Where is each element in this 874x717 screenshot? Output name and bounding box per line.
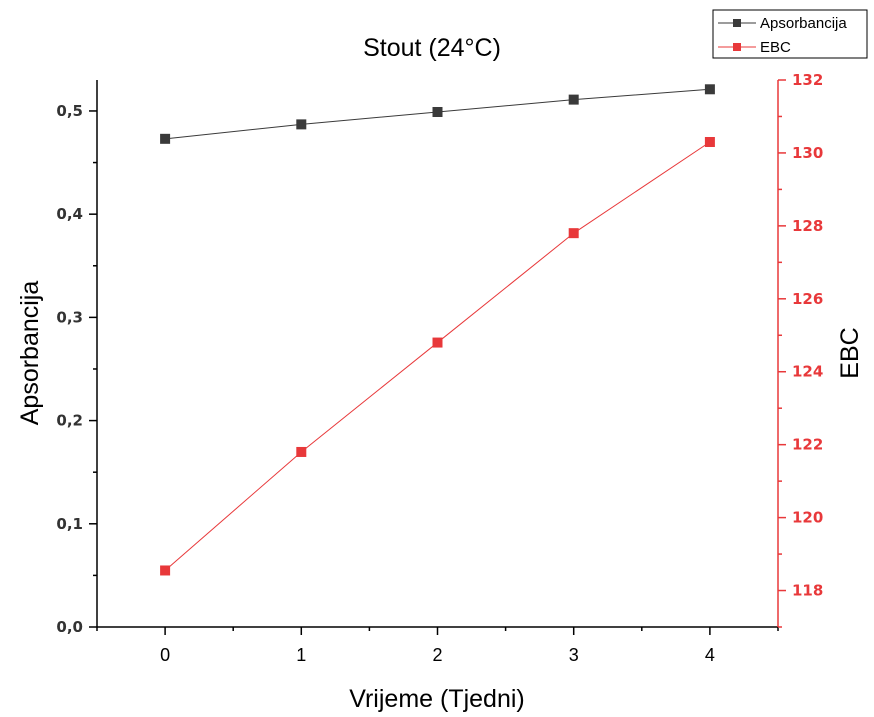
- plot-area: [96, 80, 779, 628]
- y-tick-label: 0,3: [56, 308, 83, 326]
- series-line-1: [164, 141, 711, 571]
- legend-swatch-marker: [733, 19, 741, 27]
- y2-tick-label: 120: [792, 509, 823, 527]
- x-tick-label: 0: [160, 645, 170, 665]
- y2-tick-label: 126: [792, 290, 823, 308]
- data-point: [160, 565, 171, 576]
- y-tick-label: 0,1: [56, 515, 83, 533]
- data-point: [568, 228, 579, 239]
- y2-tick-label: 118: [792, 582, 823, 600]
- y2-tick-label: 124: [792, 363, 823, 381]
- legend-item-ebc: EBC: [718, 39, 791, 56]
- y2-tick-label: 122: [792, 436, 823, 454]
- y2-tick-label: 132: [792, 71, 823, 89]
- y2-tick-label: 128: [792, 217, 823, 235]
- x-tick-label: 4: [705, 645, 715, 665]
- ticks-layer: 0 1 2 3 4 0,0 0,1 0,2 0,3 0,4 0,5 118 120 122 124 126 12…: [56, 71, 823, 665]
- y-tick-label: 0,4: [56, 205, 83, 223]
- y-tick-label: 0,0: [56, 618, 83, 636]
- data-point: [432, 106, 443, 117]
- data-point: [296, 446, 307, 457]
- chart-title: Stout (24°C): [363, 34, 501, 62]
- legend: Apsorbancija EBC: [712, 9, 868, 59]
- y-tick-label: 0,2: [56, 412, 83, 430]
- data-point: [704, 136, 715, 147]
- y-axis-label: Apsorbancija: [16, 281, 44, 426]
- legend-item-apsorbancija: Apsorbancija: [718, 15, 847, 32]
- data-point: [432, 337, 443, 348]
- x-tick-label: 3: [569, 645, 579, 665]
- x-tick-label: 1: [296, 645, 306, 665]
- legend-swatch-marker: [733, 43, 741, 51]
- legend-label-ebc: EBC: [760, 39, 791, 56]
- data-point: [160, 133, 171, 144]
- y2-axis-label: EBC: [836, 327, 864, 378]
- data-point: [296, 119, 307, 130]
- data-point: [704, 84, 715, 95]
- series-layer: [160, 84, 715, 576]
- legend-label-apsorbancija: Apsorbancija: [760, 15, 847, 32]
- x-tick-label: 2: [432, 645, 442, 665]
- data-point: [568, 94, 579, 105]
- y-tick-label: 0,5: [56, 102, 83, 120]
- x-axis-label: Vrijeme (Tjedni): [349, 685, 525, 713]
- y2-tick-label: 130: [792, 144, 823, 162]
